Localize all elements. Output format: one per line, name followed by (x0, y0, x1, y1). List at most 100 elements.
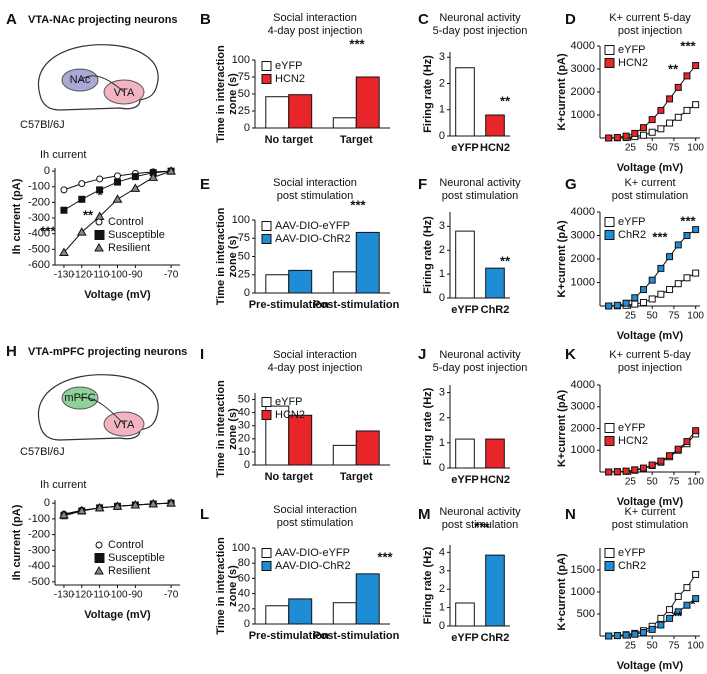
bar (288, 414, 313, 466)
point (674, 280, 682, 288)
x-tick-label: 50 (647, 641, 659, 652)
y-axis-label: Time in interaction (215, 207, 227, 305)
point (148, 172, 159, 181)
x-tick-label: ChR2 (481, 632, 510, 644)
x-tick-label: 25 (625, 477, 637, 488)
point (657, 614, 665, 622)
y-tick-label: 20 (238, 603, 250, 615)
x-tick-label: -90 (128, 270, 143, 281)
point (622, 467, 630, 475)
significance: *** (680, 38, 696, 53)
point (631, 300, 639, 308)
point (166, 498, 176, 507)
y-tick-label: 0 (44, 165, 50, 177)
panel-letter: H (6, 343, 17, 360)
x-tick-label: -70 (164, 590, 179, 601)
significance: * (97, 187, 103, 202)
point (692, 62, 700, 70)
y-tick-label: 2 (439, 244, 445, 256)
x-tick-label: HCN2 (480, 142, 510, 154)
bar (332, 444, 357, 466)
significance: ** (500, 253, 511, 268)
legend-label: Resilient (108, 565, 150, 577)
y-axis-label: Firing rate (Hz) (422, 55, 434, 133)
panel-letter: B (200, 11, 211, 28)
chart-title: K+ current 5-day (609, 349, 691, 361)
significance: ** (668, 61, 679, 76)
y-tick-label: 1 (439, 601, 445, 613)
chart-title: post stimulation (442, 190, 518, 202)
x-tick-label: eYFP (451, 304, 479, 316)
legend-label: HCN2 (275, 73, 305, 85)
y-tick-label: 0 (439, 292, 445, 304)
point (692, 226, 700, 234)
point (683, 274, 691, 282)
bar (485, 438, 505, 469)
legend-marker (94, 242, 104, 252)
legend-marker (95, 541, 103, 549)
point (613, 632, 621, 640)
significance: *** (474, 519, 490, 534)
point (657, 457, 665, 465)
legend-label: ChR2 (618, 560, 646, 572)
point (605, 468, 613, 476)
point (648, 116, 656, 124)
x-tick-label: -120 (72, 270, 92, 281)
point (692, 101, 700, 109)
point (631, 294, 639, 302)
y-tick-label: 60 (238, 572, 250, 584)
significance: ** (500, 93, 511, 108)
y-axis-label: zone (s) (227, 565, 239, 607)
y-axis-label: Firing rate (Hz) (422, 216, 434, 294)
x-axis-label: Voltage (mV) (617, 496, 684, 508)
chart-title: Social interaction (273, 177, 357, 189)
x-tick-label: eYFP (451, 474, 479, 486)
legend-swatch (94, 230, 105, 240)
point (657, 125, 665, 133)
bar (265, 96, 290, 129)
region-label: VTA (114, 419, 135, 431)
point (613, 468, 621, 476)
point (639, 464, 647, 472)
bar (485, 267, 505, 299)
point (130, 183, 141, 192)
chart-title: post stimulation (612, 190, 688, 202)
x-tick-label: -100 (107, 270, 127, 281)
point (674, 83, 682, 91)
chart-title: 4-day post injection (268, 25, 363, 37)
bar (265, 605, 290, 625)
legend-swatch (94, 553, 105, 563)
bar (332, 271, 357, 294)
point (112, 501, 123, 510)
panel-letter: L (200, 506, 209, 523)
point (59, 509, 69, 519)
y-tick-label: 3000 (571, 229, 595, 241)
y-tick-label: 3 (439, 220, 445, 232)
y-tick-label: 1500 (571, 564, 595, 576)
point (639, 628, 647, 636)
y-axis-label: zone (s) (227, 235, 239, 277)
x-tick-label: eYFP (451, 142, 479, 154)
point (605, 302, 613, 310)
bar (265, 274, 290, 294)
y-tick-label: 0 (44, 497, 50, 509)
brain-outline (37, 44, 159, 111)
panel-letter: E (200, 176, 210, 193)
y-tick-label: 4000 (571, 379, 595, 391)
point (683, 72, 691, 80)
bar (355, 231, 380, 294)
point (114, 172, 121, 180)
strain-label: C57Bl/6J (20, 119, 65, 131)
legend-swatch (604, 217, 615, 227)
point (666, 452, 674, 460)
chart-title: Social interaction (273, 12, 357, 24)
y-tick-label: 1000 (571, 109, 595, 121)
region-label: mPFC (64, 392, 95, 404)
point (639, 298, 647, 306)
x-tick-label: 25 (625, 641, 637, 652)
point (657, 621, 665, 629)
y-tick-label: 1 (439, 437, 445, 449)
panel-letter: G (565, 176, 577, 193)
legend-marker (94, 565, 104, 575)
y-tick-label: 3 (439, 386, 445, 398)
